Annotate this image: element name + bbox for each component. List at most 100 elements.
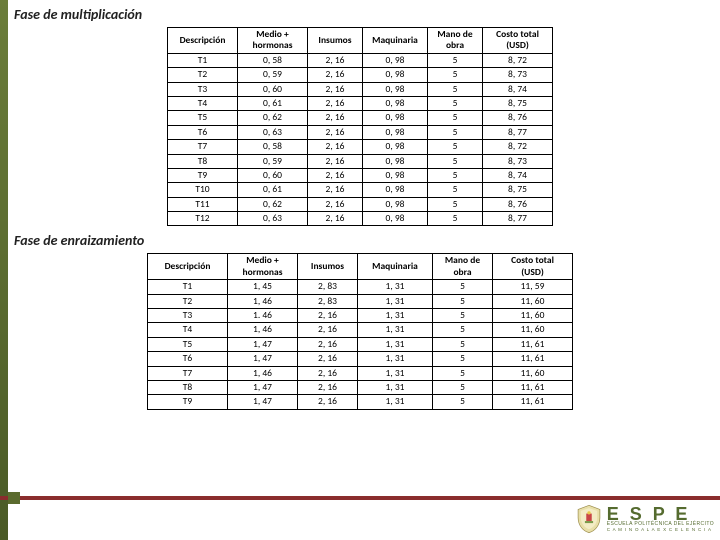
table-cell: 1, 47 (228, 395, 298, 409)
table-cell: T10 (168, 183, 238, 197)
table-cell: 2, 83 (298, 280, 358, 294)
left-accent-bar (0, 0, 8, 540)
table-cell: 8, 73 (483, 154, 553, 168)
table-cell: 1, 31 (358, 380, 433, 394)
logo-acronym: E S P E (607, 506, 714, 522)
table-cell: 2, 16 (308, 212, 363, 226)
table-cell: 0, 98 (363, 154, 428, 168)
table-cell: T8 (168, 154, 238, 168)
table-cell: 8, 74 (483, 82, 553, 96)
table-header: Insumos (308, 28, 363, 54)
table-header: Costo total(USD) (483, 28, 553, 54)
table-cell: 5 (428, 53, 483, 67)
table-cell: 8, 76 (483, 197, 553, 211)
section-title: Fase de enraizamiento (0, 226, 720, 253)
table-cell: 5 (428, 82, 483, 96)
table-cell: T8 (148, 380, 228, 394)
table-row: T21, 462, 831, 31511, 60 (148, 294, 573, 308)
table-cell: 2, 16 (298, 380, 358, 394)
table-cell: 0, 98 (363, 111, 428, 125)
table-cell: 5 (428, 183, 483, 197)
table-cell: 2, 16 (308, 154, 363, 168)
table-cell: 2, 16 (308, 168, 363, 182)
table-cell: 11, 59 (493, 280, 573, 294)
table-cell: T4 (148, 323, 228, 337)
table-cell: 0, 60 (238, 168, 308, 182)
table-cell: 1, 47 (228, 352, 298, 366)
table-cell: T2 (148, 294, 228, 308)
table-row: T30, 602, 160, 9858, 74 (168, 82, 553, 96)
table-cell: 8, 74 (483, 168, 553, 182)
table-row: T70, 582, 160, 9858, 72 (168, 140, 553, 154)
table-cell: 2, 16 (308, 82, 363, 96)
table-cell: 5 (428, 154, 483, 168)
table-cell: 5 (433, 280, 493, 294)
table-header: Descripción (168, 28, 238, 54)
table-cell: 2, 16 (308, 96, 363, 110)
table-cell: 2, 16 (308, 53, 363, 67)
table-cell: 1, 31 (358, 294, 433, 308)
table-cell: 11, 61 (493, 352, 573, 366)
table-cell: 0, 98 (363, 68, 428, 82)
table-cell: 1, 31 (358, 337, 433, 351)
table-row: T61, 472, 161, 31511, 61 (148, 352, 573, 366)
table-cell: 1, 45 (228, 280, 298, 294)
table-cell: 5 (433, 380, 493, 394)
table-cell: T6 (168, 125, 238, 139)
table-cell: 5 (428, 168, 483, 182)
table-cell: 11, 60 (493, 309, 573, 323)
table-cell: 0, 98 (363, 183, 428, 197)
footer-accent-line (0, 496, 720, 500)
table-cell: 0, 59 (238, 154, 308, 168)
table-cell: 0, 62 (238, 197, 308, 211)
table-cell: 2, 16 (298, 366, 358, 380)
table-cell: 0, 98 (363, 168, 428, 182)
table-cell: 5 (433, 309, 493, 323)
table-cell: 5 (433, 395, 493, 409)
table-cell: 5 (428, 111, 483, 125)
table-cell: 2, 16 (308, 68, 363, 82)
table-cell: T7 (148, 366, 228, 380)
table-cell: 5 (428, 68, 483, 82)
table-cell: 1, 31 (358, 280, 433, 294)
table-cell: 0, 98 (363, 140, 428, 154)
table-cell: 8, 72 (483, 140, 553, 154)
table-row: T41, 462, 161, 31511, 60 (148, 323, 573, 337)
table-cell: 1, 31 (358, 366, 433, 380)
table-row: T120, 632, 160, 9858, 77 (168, 212, 553, 226)
data-table: DescripciónMedio +hormonasInsumosMaquina… (167, 27, 553, 226)
table-cell: 8, 77 (483, 125, 553, 139)
table-cell: 5 (428, 96, 483, 110)
table-cell: 1, 47 (228, 380, 298, 394)
table-cell: 5 (433, 352, 493, 366)
table-header: Medio +hormonas (238, 28, 308, 54)
table-cell: T11 (168, 197, 238, 211)
table-cell: 0, 63 (238, 212, 308, 226)
table-cell: 8, 73 (483, 68, 553, 82)
table-cell: 1. 46 (228, 309, 298, 323)
table-cell: 0, 98 (363, 197, 428, 211)
table-cell: 0, 61 (238, 96, 308, 110)
table-cell: 5 (433, 337, 493, 351)
table-cell: 8, 72 (483, 53, 553, 67)
table-cell: 11, 60 (493, 366, 573, 380)
table-cell: 2, 83 (298, 294, 358, 308)
table-row: T81, 472, 161, 31511, 61 (148, 380, 573, 394)
table-cell: 0, 62 (238, 111, 308, 125)
table-cell: 2, 16 (308, 183, 363, 197)
table-cell: 8, 75 (483, 183, 553, 197)
section-title: Fase de multiplicación (0, 0, 720, 27)
table-cell: 1, 31 (358, 309, 433, 323)
table-cell: 0, 61 (238, 183, 308, 197)
table-cell: 1, 31 (358, 395, 433, 409)
table-header: Maquinaria (358, 254, 433, 280)
table-cell: 0, 98 (363, 212, 428, 226)
table-row: T40, 612, 160, 9858, 75 (168, 96, 553, 110)
table-header: Medio +hormonas (228, 254, 298, 280)
table-cell: 2, 16 (308, 111, 363, 125)
table-cell: T3 (148, 309, 228, 323)
table-cell: T2 (168, 68, 238, 82)
table-cell: 0, 63 (238, 125, 308, 139)
table-cell: 2, 16 (298, 337, 358, 351)
table-cell: T5 (148, 337, 228, 351)
